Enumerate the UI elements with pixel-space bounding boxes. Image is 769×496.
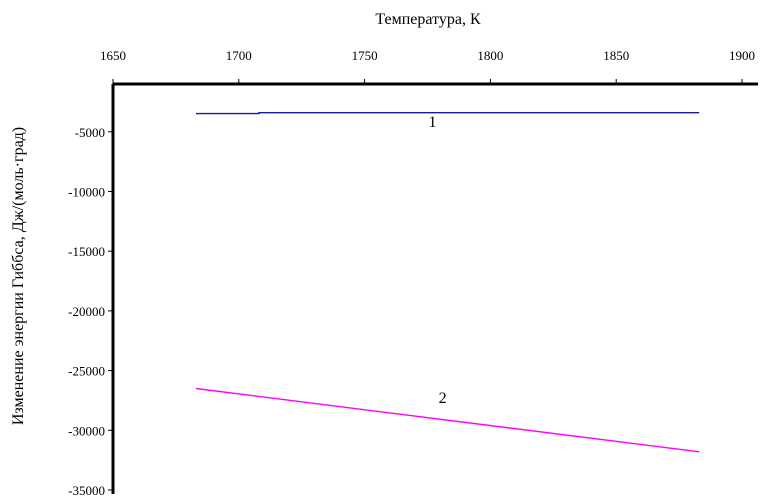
x-axis-ticks: 1650 1700 1750 1800 1850 1900 [100,48,755,84]
y-tick-label: -10000 [68,184,105,199]
x-tick-label: 1650 [100,48,126,63]
y-axis-title: Изменение энергии Гиббса, Дж/(моль·град) [10,127,27,425]
y-tick-label: -25000 [68,364,105,379]
series-labels: 12 [429,114,447,407]
y-axis-ticks: -5000 -10000 -15000 -20000 -25000 -30000 -3500… [68,125,113,496]
series-label-1: 1 [429,114,437,131]
y-tick-label: -5000 [75,125,105,140]
x-axis-title: Температура, К [375,11,481,28]
y-tick-label: -30000 [68,423,105,438]
x-tick-label: 1700 [226,48,252,63]
series-lines [195,111,700,453]
y-tick-label: -20000 [68,304,105,319]
x-tick-label: 1900 [729,48,755,63]
y-tick-label: -35000 [68,483,105,496]
x-tick-label: 1850 [603,48,629,63]
series-line-2 [195,387,700,453]
series-line-1 [196,111,700,115]
series-label-2: 2 [439,390,447,407]
x-tick-label: 1750 [352,48,378,63]
y-tick-label: -15000 [68,244,105,259]
x-tick-label: 1800 [477,48,503,63]
